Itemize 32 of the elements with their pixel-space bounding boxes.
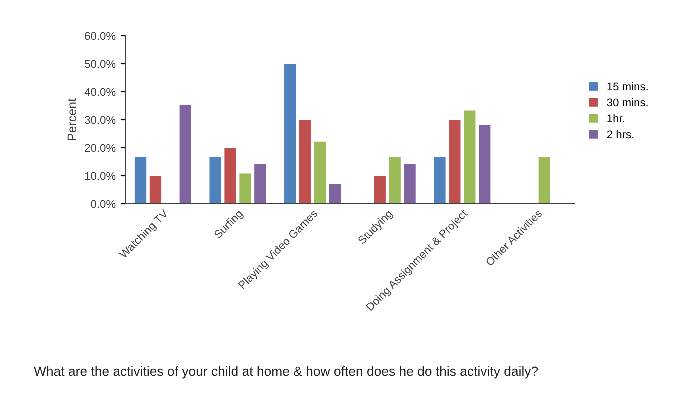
bar — [299, 120, 312, 204]
bar — [314, 142, 326, 204]
y-tick-label: 20.0% — [85, 144, 116, 152]
bar — [374, 176, 386, 204]
bar — [434, 157, 446, 204]
y-tick-label: 30.0% — [85, 116, 116, 124]
y-axis-title: Percent — [68, 98, 77, 141]
bar — [180, 105, 192, 204]
bar — [134, 157, 147, 204]
legend-label: 2 hrs. — [607, 130, 634, 139]
bar — [449, 120, 461, 204]
y-tick-label: 0.0% — [91, 200, 116, 208]
legend-label: 30 mins. — [607, 98, 648, 107]
bar — [329, 184, 342, 204]
bar — [284, 64, 296, 204]
bar — [210, 157, 222, 204]
y-tick-label: 10.0% — [85, 172, 116, 180]
bar — [479, 125, 491, 204]
x-axis-title: What are the activities of your child at home & how often does he do this activity daily? — [34, 366, 538, 379]
legend-label: 15 mins. — [608, 82, 648, 91]
bar — [464, 110, 476, 204]
legend-label: 1hr. — [608, 114, 624, 122]
bar — [150, 176, 162, 204]
bar — [538, 157, 551, 204]
y-tick-label: 50.0% — [85, 60, 116, 68]
y-tick-label: 40.0% — [84, 88, 116, 96]
bar — [389, 157, 401, 204]
bar — [254, 164, 266, 204]
bar — [404, 164, 416, 204]
bar — [240, 174, 252, 204]
y-tick-label: 60.0% — [85, 32, 116, 40]
bar — [224, 148, 236, 204]
